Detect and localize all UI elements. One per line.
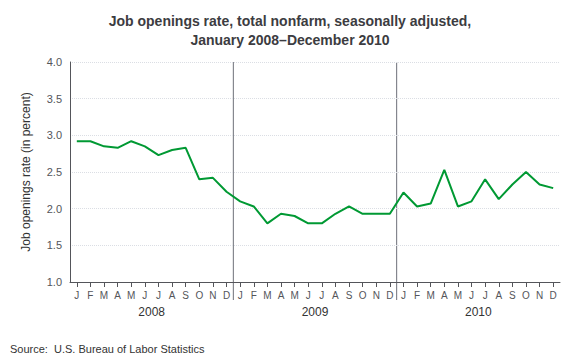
svg-text:4.0: 4.0 (47, 56, 62, 68)
svg-text:A: A (495, 290, 502, 301)
svg-text:M: M (427, 290, 435, 301)
svg-text:F: F (414, 290, 420, 301)
svg-text:1.0: 1.0 (47, 276, 62, 288)
svg-text:M: M (127, 290, 135, 301)
svg-text:J: J (483, 290, 488, 301)
svg-text:S: S (509, 290, 516, 301)
svg-text:2010: 2010 (465, 305, 492, 319)
svg-text:A: A (169, 290, 176, 301)
svg-text:S: S (182, 290, 189, 301)
svg-text:D: D (386, 290, 393, 301)
svg-text:3.0: 3.0 (47, 129, 62, 141)
svg-text:M: M (290, 290, 298, 301)
svg-text:January 2008–December 2010: January 2008–December 2010 (190, 32, 389, 48)
svg-text:1.5: 1.5 (47, 239, 62, 251)
svg-text:D: D (550, 290, 557, 301)
svg-text:3.5: 3.5 (47, 93, 62, 105)
svg-text:O: O (195, 290, 203, 301)
svg-text:2.5: 2.5 (47, 166, 62, 178)
svg-text:M: M (263, 290, 271, 301)
svg-text:J: J (401, 290, 406, 301)
svg-text:J: J (142, 290, 147, 301)
svg-text:A: A (278, 290, 285, 301)
svg-text:2009: 2009 (302, 305, 329, 319)
svg-text:A: A (114, 290, 121, 301)
svg-text:2008: 2008 (138, 305, 165, 319)
svg-text:Source: U.S. Bureau of Labor: Source: U.S. Bureau of Labor Statistics (10, 343, 205, 355)
svg-text:O: O (359, 290, 367, 301)
svg-text:A: A (441, 290, 448, 301)
svg-text:J: J (74, 290, 79, 301)
svg-text:N: N (536, 290, 543, 301)
svg-text:F: F (251, 290, 257, 301)
svg-text:D: D (223, 290, 230, 301)
svg-text:J: J (156, 290, 161, 301)
svg-text:M: M (454, 290, 462, 301)
svg-text:J: J (469, 290, 474, 301)
svg-text:N: N (373, 290, 380, 301)
svg-text:Job openings rate, total nonfa: Job openings rate, total nonfarm, season… (109, 13, 472, 29)
svg-text:O: O (522, 290, 530, 301)
svg-text:F: F (87, 290, 93, 301)
svg-text:M: M (100, 290, 108, 301)
svg-text:Job openings rate (in percent): Job openings rate (in percent) (19, 92, 33, 251)
svg-text:J: J (319, 290, 324, 301)
svg-text:J: J (306, 290, 311, 301)
svg-text:N: N (209, 290, 216, 301)
svg-text:S: S (346, 290, 353, 301)
svg-text:A: A (332, 290, 339, 301)
svg-text:2.0: 2.0 (47, 203, 62, 215)
svg-text:J: J (238, 290, 243, 301)
